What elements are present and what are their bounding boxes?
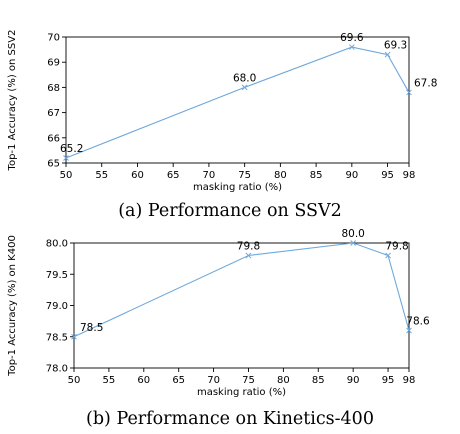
y-tick-label: 69 xyxy=(47,58,60,69)
x-tick-label: 55 xyxy=(95,170,108,181)
x-tick-label: 60 xyxy=(131,170,144,181)
data-label: 67.8 xyxy=(414,77,437,89)
y-tick-label: 79.5 xyxy=(46,270,68,281)
data-label: 78.5 xyxy=(80,322,103,334)
y-tick-label: 79.0 xyxy=(46,301,68,312)
plot-frame xyxy=(65,36,410,164)
x-tick-label: 60 xyxy=(137,375,150,386)
x-tick-label: 65 xyxy=(172,375,185,386)
data-point-stroke xyxy=(71,333,77,340)
x-tick-label: 85 xyxy=(310,170,323,181)
x-tick-label: 75 xyxy=(238,170,251,181)
series-line xyxy=(65,46,410,159)
x-tick-label: 55 xyxy=(103,375,116,386)
figure-caption: (b) Performance on Kinetics-400 xyxy=(86,409,374,429)
y-tick-label: 78.0 xyxy=(46,364,68,375)
data-point xyxy=(348,44,355,50)
y-tick-label: 68 xyxy=(47,83,60,94)
data-label: 69.6 xyxy=(340,32,364,44)
x-tick-label: 50 xyxy=(60,170,73,181)
chart-k400: 50 55 60 65 70 75 80 85 90 95 98 78.0 78.5 79.0 79.5 80… xyxy=(7,228,430,429)
x-tick-label: 75 xyxy=(242,375,255,386)
data-point xyxy=(406,327,412,334)
data-point-stroke xyxy=(406,327,412,334)
x-axis-label: masking ratio (%) xyxy=(193,182,282,193)
figure-caption: (a) Performance on SSV2 xyxy=(118,201,342,221)
data-label: 80.0 xyxy=(341,228,364,240)
y-tick-label: 66 xyxy=(47,133,60,144)
y-tick-label: 67 xyxy=(47,108,60,119)
data-label: 69.3 xyxy=(384,40,407,52)
data-point xyxy=(63,155,69,161)
plot-frame xyxy=(73,242,410,369)
x-tick-label: 85 xyxy=(312,375,325,386)
data-point xyxy=(385,252,391,259)
x-tick-label: 65 xyxy=(167,170,180,181)
data-point xyxy=(241,84,248,91)
data-label: 65.2 xyxy=(60,143,83,155)
x-tick-label: 70 xyxy=(203,170,216,181)
data-label: 79.8 xyxy=(237,241,260,253)
y-tick-label: 65 xyxy=(47,159,60,170)
data-point xyxy=(384,51,391,58)
data-point xyxy=(245,252,252,259)
x-tick-label: 80 xyxy=(274,170,287,181)
y-tick-label: 80.0 xyxy=(46,239,68,250)
data-point-stroke xyxy=(241,84,248,91)
data-label: 68.0 xyxy=(233,72,256,84)
x-tick-label: 80 xyxy=(277,375,290,386)
x-tick-label: 98 xyxy=(403,170,416,181)
data-label: 78.6 xyxy=(406,316,430,328)
x-tick-label: 50 xyxy=(68,375,81,386)
y-axis-label: Top-1 Accuracy (%) on SSV2 xyxy=(7,30,18,172)
y-axis-label: Top-1 Accuracy (%) on K400 xyxy=(7,235,18,377)
y-tick-label: 78.5 xyxy=(46,332,68,343)
data-point-stroke xyxy=(245,252,252,259)
data-point-stroke xyxy=(384,51,391,58)
x-tick-label: 95 xyxy=(382,375,395,386)
x-tick-label: 90 xyxy=(345,170,358,181)
chart-ssv2: 50 55 60 65 70 75 80 85 90 95 98656667686970maskin… xyxy=(7,30,437,221)
y-tick-label: 70 xyxy=(47,33,60,44)
data-point xyxy=(71,333,77,340)
data-point xyxy=(406,89,412,96)
x-tick-label: 98 xyxy=(403,375,416,386)
data-point xyxy=(350,240,357,246)
data-label: 79.8 xyxy=(385,241,408,253)
x-tick-label: 95 xyxy=(381,170,394,181)
x-tick-label: 70 xyxy=(207,375,220,386)
x-axis-label: masking ratio (%) xyxy=(197,387,286,398)
data-point-stroke xyxy=(385,252,391,259)
x-tick-label: 90 xyxy=(347,375,360,386)
data-point-stroke xyxy=(63,155,69,161)
data-point-stroke xyxy=(350,240,357,246)
data-point-stroke xyxy=(406,89,412,96)
series-line xyxy=(73,242,410,338)
data-point-stroke xyxy=(348,44,355,50)
